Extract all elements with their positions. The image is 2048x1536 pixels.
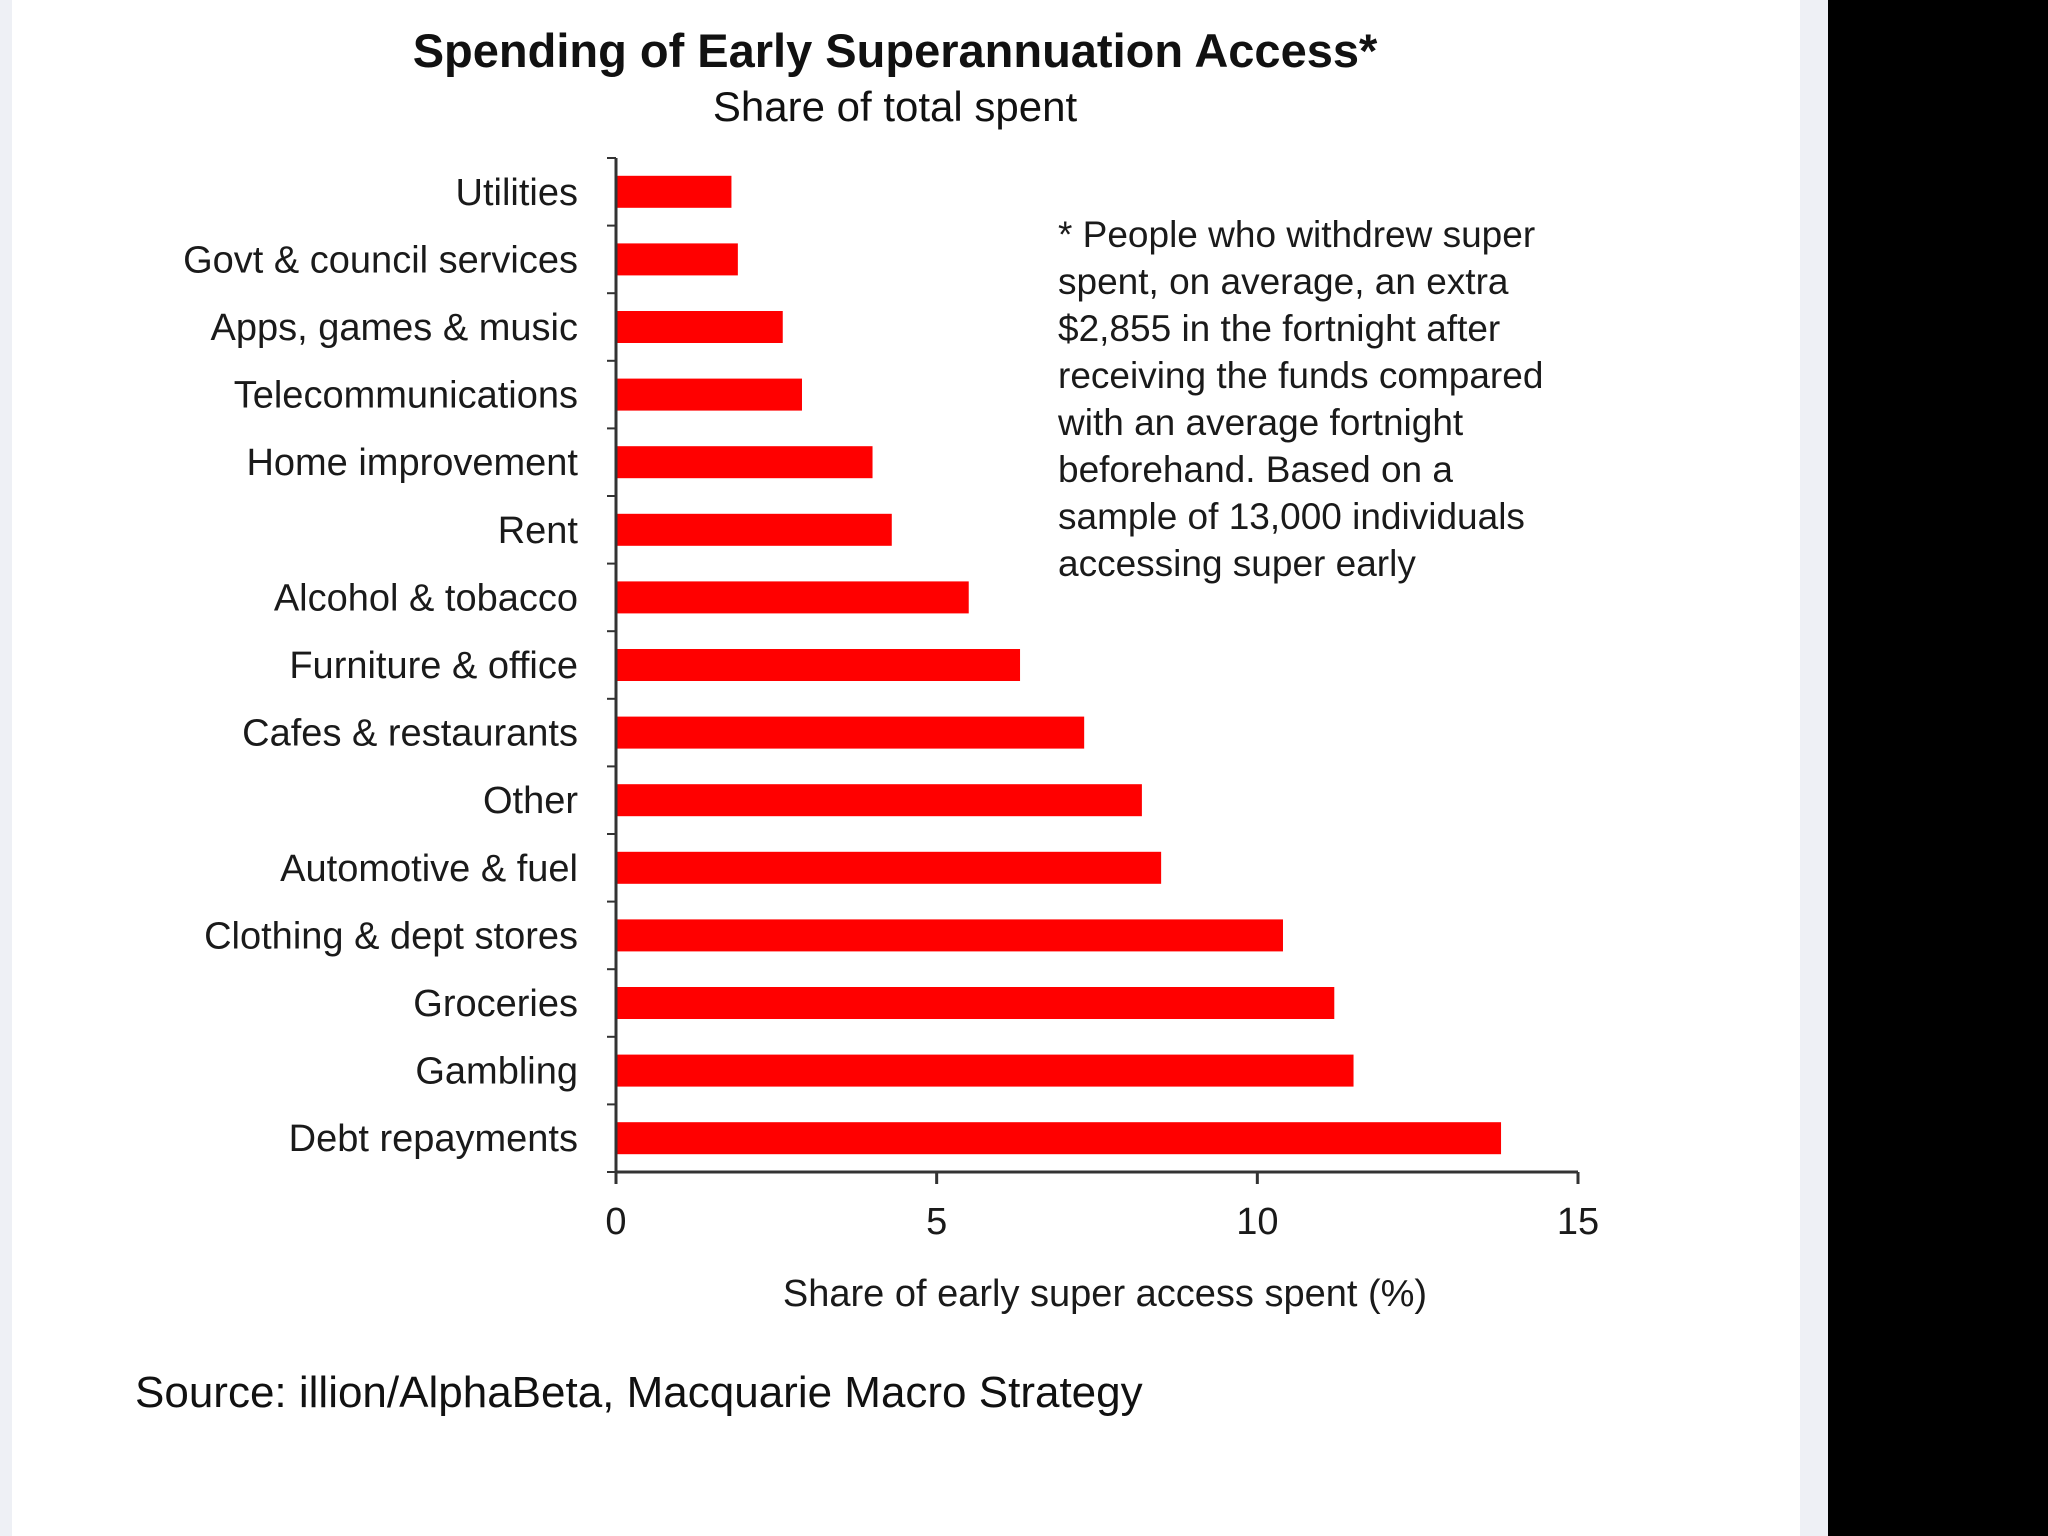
footnote-line: * People who withdrew super <box>1058 214 1535 255</box>
x-ticks: 0 5 10 15 <box>605 1172 1599 1243</box>
category-label: Debt repayments <box>289 1118 578 1160</box>
side-panel <box>1828 0 2048 1536</box>
category-label: Utilities <box>456 172 578 214</box>
x-axis-label: Share of early super access spent (%) <box>783 1273 1427 1315</box>
category-label: Govt & council services <box>183 239 578 281</box>
chart-subtitle: Share of total spent <box>713 83 1078 130</box>
category-label: Telecommunications <box>234 375 578 417</box>
footnote-line: accessing super early <box>1058 543 1416 584</box>
bar <box>616 378 802 411</box>
chart-card <box>12 0 1800 1536</box>
x-tick-label: 5 <box>926 1201 947 1243</box>
category-labels: Utilities Govt & council services Apps, ga… <box>183 172 578 1160</box>
footnote-line: with an average fortnight <box>1057 402 1464 443</box>
category-label: Alcohol & tobacco <box>274 577 578 619</box>
bar <box>616 649 1021 681</box>
bars-group <box>616 175 1502 1155</box>
bar <box>616 716 1085 749</box>
category-label: Cafes & restaurants <box>242 713 578 755</box>
footnote-line: spent, on average, an extra <box>1058 261 1509 302</box>
bar <box>616 513 892 546</box>
category-label: Other <box>483 780 578 822</box>
category-label: Clothing & dept stores <box>204 915 578 957</box>
x-tick-label: 15 <box>1557 1201 1599 1243</box>
category-label: Furniture & office <box>289 645 578 687</box>
bar <box>616 1122 1502 1155</box>
category-label: Home improvement <box>246 442 578 484</box>
bar <box>616 311 783 343</box>
footnote-line: beforehand. Based on a <box>1058 449 1453 490</box>
footnote-line: receiving the funds compared <box>1058 355 1543 396</box>
category-label: Gambling <box>415 1051 578 1093</box>
category-label: Groceries <box>413 983 578 1025</box>
bar <box>616 851 1162 884</box>
bar <box>616 1054 1354 1087</box>
category-label: Apps, games & music <box>211 307 578 349</box>
category-label: Automotive & fuel <box>280 848 578 890</box>
x-tick-label: 10 <box>1236 1201 1278 1243</box>
bar <box>616 784 1142 817</box>
footnote-line: $2,855 in the fortnight after <box>1058 308 1500 349</box>
category-label: Rent <box>498 510 579 552</box>
footnote-annotation: * People who withdrew super spent, on ave… <box>1057 214 1543 584</box>
source-note: Source: illion/AlphaBeta, Macquarie Macr… <box>135 1368 1143 1417</box>
bar <box>616 919 1283 952</box>
bar <box>616 243 738 276</box>
bar <box>616 987 1335 1019</box>
x-tick-label: 0 <box>605 1201 626 1243</box>
chart-title: Spending of Early Superannuation Access* <box>413 24 1378 77</box>
bar <box>616 581 969 614</box>
footnote-line: sample of 13,000 individuals <box>1058 496 1525 537</box>
axes-group <box>607 157 1578 1174</box>
bar <box>616 446 873 479</box>
bar <box>616 175 732 208</box>
